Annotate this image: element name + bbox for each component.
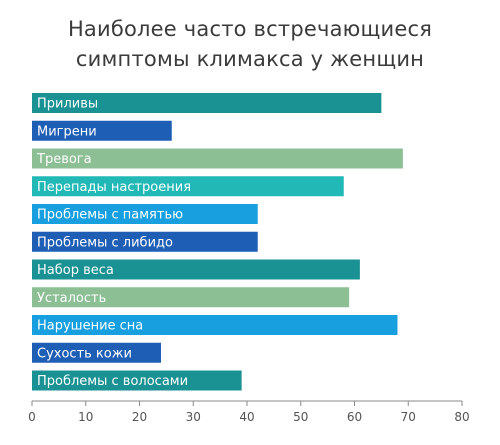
bar — [32, 259, 360, 280]
bar-label: Проблемы с памятью — [37, 208, 183, 223]
x-tick-label: 30 — [186, 410, 201, 424]
bar-label: Сухость кожи — [37, 346, 132, 361]
bar-label: Нарушение сна — [37, 319, 143, 334]
x-tick-label: 0 — [28, 410, 36, 424]
chart-title: Наиболее часто встречающиеся симптомы кл… — [0, 14, 500, 74]
bar — [32, 342, 161, 363]
bar-label: Проблемы с либидо — [37, 235, 173, 250]
bar-label: Усталость — [37, 291, 106, 306]
bar — [32, 204, 258, 224]
x-tick-label: 20 — [132, 410, 147, 424]
bar-label: Мигрени — [37, 124, 97, 139]
x-tick-label: 70 — [401, 410, 416, 424]
bar-label: Набор веса — [37, 263, 114, 278]
bar — [32, 93, 382, 113]
bar — [32, 287, 350, 308]
x-tick-label: 40 — [239, 410, 254, 424]
x-tick-label: 60 — [347, 410, 362, 424]
bar — [32, 370, 242, 391]
bar — [32, 148, 403, 169]
x-tick-label: 10 — [78, 410, 93, 424]
chart-title-line-2: симптомы климакса у женщин — [75, 47, 425, 71]
bar — [32, 176, 344, 197]
chart-title-line-1: Наиболее часто встречающиеся — [67, 17, 433, 41]
x-axis-ticks: 0 10 20 30 40 50 60 70 80 — [28, 401, 470, 424]
bar — [32, 120, 172, 141]
bar-label: Приливы — [37, 97, 98, 112]
bar-label: Проблемы с волосами — [37, 374, 188, 389]
x-tick-label: 80 — [454, 410, 469, 424]
bar — [32, 231, 258, 252]
bar — [32, 315, 398, 335]
bars-group: Приливы Мигрени Тревога Перепады настроения… — [32, 93, 403, 391]
bar-label: Тревога — [36, 152, 92, 167]
x-tick-label: 50 — [293, 410, 308, 424]
bar-label: Перепады настроения — [37, 180, 191, 195]
